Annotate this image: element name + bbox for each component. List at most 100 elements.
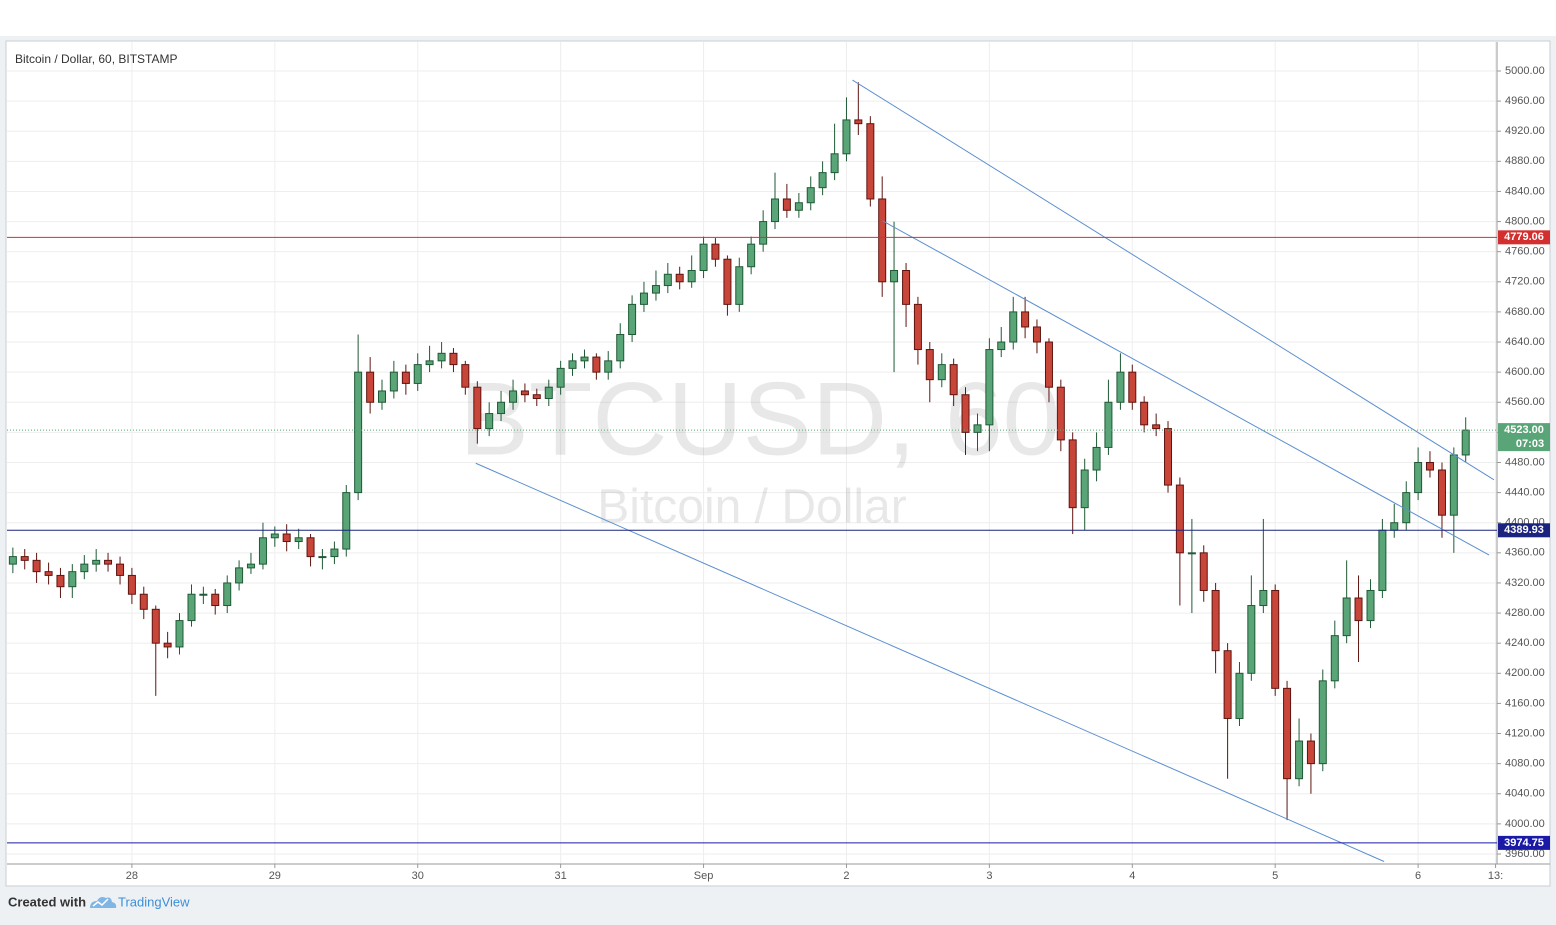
- candle-body: [1318, 680, 1327, 765]
- x-tick-label: 2: [843, 870, 849, 882]
- candle-body: [1414, 461, 1423, 494]
- trend-line: [882, 220, 1490, 556]
- candle-body: [127, 574, 136, 595]
- candle-body: [1021, 311, 1030, 328]
- y-tick-label: 4240.00: [1505, 637, 1545, 649]
- candle-body: [389, 371, 398, 392]
- candle-body: [1425, 461, 1434, 471]
- candle-body: [1080, 469, 1089, 509]
- candle-body: [378, 390, 387, 403]
- candle-body: [854, 119, 863, 125]
- y-tick-label: 4000.00: [1505, 818, 1545, 830]
- candle-body: [1366, 589, 1375, 622]
- level-label-box: [1498, 835, 1550, 850]
- y-tick-label: 5000.00: [1505, 65, 1545, 77]
- y-tick-label: 4160.00: [1505, 697, 1545, 709]
- candle-body: [258, 537, 267, 565]
- candle-body: [56, 574, 65, 588]
- candle-body: [401, 371, 410, 384]
- candle-body: [294, 537, 303, 543]
- candle-body: [306, 537, 315, 558]
- candle-body: [1306, 740, 1315, 765]
- candle-body: [913, 303, 922, 351]
- candle-body: [580, 356, 589, 362]
- footer-text: Created with: [8, 894, 86, 909]
- candle-body: [806, 187, 815, 204]
- y-tick-label: 4360.00: [1505, 547, 1545, 559]
- candle-body: [651, 285, 660, 294]
- candle-body: [842, 119, 851, 155]
- candle-body: [711, 243, 720, 260]
- candle-body: [497, 401, 506, 415]
- watermark-symbol: BTCUSD, 60: [459, 361, 1060, 477]
- candle-body: [1223, 650, 1232, 719]
- candle-body: [32, 559, 41, 573]
- candle-body: [985, 349, 994, 426]
- candle-body: [961, 394, 970, 433]
- candle-body: [1354, 597, 1363, 622]
- y-tick-label: 4480.00: [1505, 456, 1545, 468]
- candle-body: [8, 556, 17, 565]
- trend-line: [852, 79, 1495, 481]
- candle-body: [759, 221, 768, 245]
- candle-body: [616, 333, 625, 362]
- y-tick-label: 4960.00: [1505, 95, 1545, 107]
- x-tick-label: 5: [1272, 870, 1278, 882]
- candle-body: [902, 270, 911, 305]
- candle-body: [104, 559, 113, 565]
- x-tick-label: 3: [986, 870, 992, 882]
- candle-body: [270, 533, 279, 539]
- candle-body: [318, 556, 327, 559]
- logo-cloud: [90, 897, 117, 908]
- candle-body: [1461, 429, 1470, 456]
- candle-body: [199, 593, 208, 596]
- candle-body: [794, 202, 803, 211]
- y-tick-label: 4640.00: [1505, 336, 1545, 348]
- candle-body: [175, 620, 184, 648]
- candle-body: [1128, 371, 1137, 403]
- level-label: 4779.06: [1504, 231, 1544, 243]
- candle-body: [937, 364, 946, 381]
- watermark-name: Bitcoin / Dollar: [597, 481, 906, 534]
- candle-body: [520, 390, 529, 396]
- candle-body: [532, 394, 541, 399]
- footer-brand[interactable]: TradingView: [118, 894, 190, 909]
- candle-body: [687, 270, 696, 283]
- candle-body: [699, 243, 708, 272]
- candle-body: [1295, 740, 1304, 780]
- chart-layer: 3960.00 4000.00 4040.00 4080.00 4120.00 4160.…: [7, 42, 1550, 882]
- candle-body: [1378, 529, 1387, 591]
- candle-body: [1330, 635, 1339, 682]
- y-tick-label: 4440.00: [1505, 487, 1545, 499]
- candle-body: [44, 571, 53, 576]
- candle-body: [449, 352, 458, 366]
- candle-body: [878, 198, 887, 283]
- trend-line: [475, 462, 1385, 862]
- candle-body: [1187, 552, 1196, 555]
- candle-body: [1068, 439, 1077, 509]
- candle-body: [890, 270, 899, 283]
- y-tick-label: 4040.00: [1505, 788, 1545, 800]
- candle-body: [1175, 484, 1184, 554]
- candle-body: [1152, 424, 1161, 430]
- y-tick-label: 4200.00: [1505, 667, 1545, 679]
- candle-body: [830, 153, 839, 174]
- candle-body: [235, 567, 244, 584]
- candle-body: [949, 364, 958, 396]
- y-tick-label: 4560.00: [1505, 396, 1545, 408]
- candle-body: [1437, 469, 1446, 516]
- candle-body: [1390, 522, 1399, 531]
- y-tick-label: 4720.00: [1505, 276, 1545, 288]
- y-tick-label: 4120.00: [1505, 727, 1545, 739]
- candle-body: [80, 563, 89, 573]
- tradingview-logo: [90, 897, 117, 908]
- candle-body: [92, 559, 101, 565]
- x-tick-label: 28: [126, 870, 138, 882]
- x-tick-label: 13:: [1488, 870, 1503, 882]
- candle-body: [163, 642, 172, 648]
- candle-body: [1199, 552, 1208, 591]
- current-price-box: [1498, 423, 1550, 452]
- candle-body: [818, 172, 827, 189]
- candle-body: [413, 364, 422, 384]
